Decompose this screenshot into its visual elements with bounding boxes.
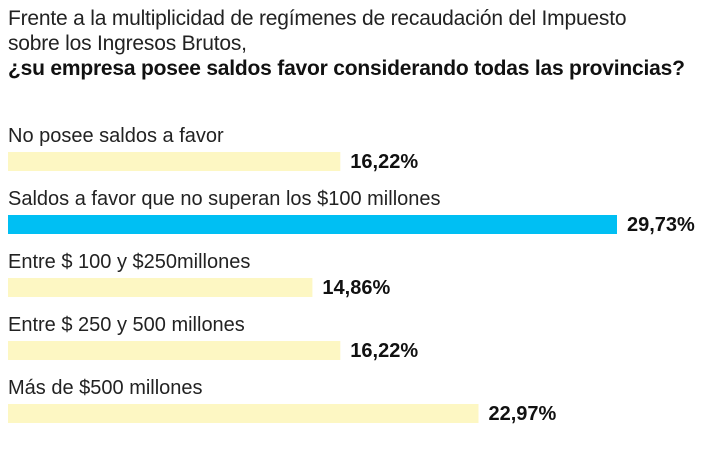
value-label: 14,86% bbox=[322, 277, 390, 299]
bar bbox=[8, 341, 341, 360]
value-label: 16,22% bbox=[350, 340, 418, 362]
title-line-2: sobre los Ingresos Brutos, bbox=[8, 32, 247, 55]
bar bbox=[8, 152, 341, 171]
title-question: ¿su empresa posee saldos favor considera… bbox=[8, 57, 685, 80]
category-label: No posee saldos a favor bbox=[8, 125, 224, 147]
value-label: 16,22% bbox=[350, 151, 418, 173]
bar bbox=[8, 278, 313, 297]
title-line-1: Frente a la multiplicidad de regímenes d… bbox=[8, 7, 627, 30]
chart-title: Frente a la multiplicidad de regímenes d… bbox=[8, 6, 720, 81]
category-label: Saldos a favor que no superan los $100 m… bbox=[8, 188, 441, 210]
value-label: 29,73% bbox=[627, 214, 695, 236]
bar bbox=[8, 404, 479, 423]
value-label: 22,97% bbox=[489, 403, 557, 425]
category-label: Entre $ 100 y $250millones bbox=[8, 251, 250, 273]
category-label: Entre $ 250 y 500 millones bbox=[8, 314, 245, 336]
category-label: Más de $500 millones bbox=[8, 377, 203, 399]
bar bbox=[8, 215, 617, 234]
